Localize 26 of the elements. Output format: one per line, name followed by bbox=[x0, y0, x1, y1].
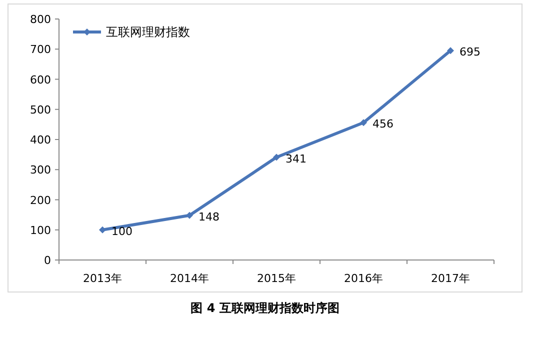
y-tick-label: 800 bbox=[30, 13, 51, 26]
y-tick-label: 300 bbox=[30, 164, 51, 177]
caption: 图 4 互联网理财指数时序图 bbox=[190, 301, 340, 315]
point bbox=[186, 212, 193, 219]
data-label: 148 bbox=[198, 210, 220, 224]
x-tick-label: 2014年 bbox=[170, 272, 209, 285]
point bbox=[99, 226, 106, 234]
y-tick-label: 600 bbox=[30, 73, 51, 86]
point bbox=[447, 47, 454, 54]
data-label: 695 bbox=[460, 46, 480, 59]
y-tick-label: 100 bbox=[30, 224, 51, 237]
y-tick-label: 400 bbox=[30, 134, 51, 146]
y-tick-label: 500 bbox=[30, 103, 51, 116]
data-label: 341 bbox=[286, 152, 306, 166]
point bbox=[360, 119, 367, 126]
x-tick-label: 2016年 bbox=[344, 272, 383, 285]
y-tick-label: 0 bbox=[44, 254, 51, 267]
data-label: 456 bbox=[372, 118, 394, 131]
data-label: 100 bbox=[112, 224, 132, 238]
x-tick-label: 2013年 bbox=[83, 272, 122, 285]
legend-label: 互联网理财指数 bbox=[106, 25, 190, 39]
x-tick-label: 2017年 bbox=[431, 272, 470, 285]
y-tick-label: 700 bbox=[30, 43, 51, 56]
y-tick-label: 200 bbox=[30, 194, 51, 207]
x-tick-label: 2015年 bbox=[257, 272, 296, 285]
point bbox=[273, 154, 280, 161]
